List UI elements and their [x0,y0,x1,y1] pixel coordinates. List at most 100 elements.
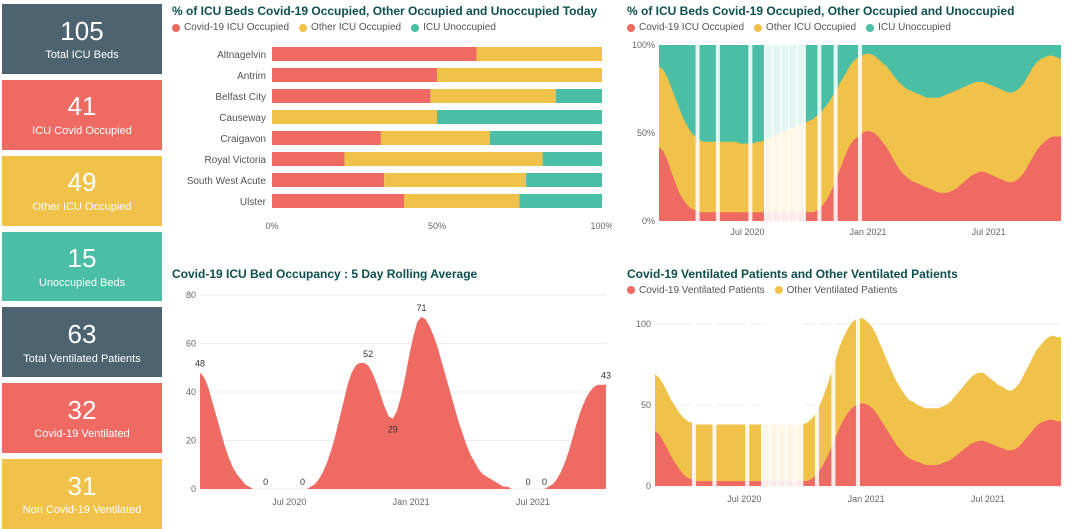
dashboard-root: 105 Total ICU Beds41 ICU Covid Occupied4… [0,0,1080,529]
kpi-label: Total Ventilated Patients [23,353,140,365]
chart-rolling-avg: Covid-19 ICU Bed Occupancy : 5 Day Rolli… [172,267,619,526]
svg-text:80: 80 [186,290,196,300]
legend-swatch [411,24,419,32]
svg-text:Jul 2020: Jul 2020 [727,494,761,504]
kpi-card: 31 Non Covid-19 Ventilated [2,459,162,529]
svg-text:71: 71 [416,302,426,312]
legend-item: Other ICU Occupied [299,22,401,33]
kpi-value: 15 [68,244,97,273]
legend-label: Covid-19 Ventilated Patients [639,285,765,296]
chart-icu-timeseries: % of ICU Beds Covid-19 Occupied, Other O… [627,4,1074,263]
kpi-value: 63 [68,320,97,349]
legend-label: ICU Unoccupied [878,22,951,33]
svg-text:52: 52 [363,348,373,358]
svg-text:0%: 0% [265,221,278,231]
chart-legend: Covid-19 ICU Occupied Other ICU Occupied I… [627,22,1074,33]
svg-text:0: 0 [646,481,651,491]
legend-label: Covid-19 ICU Occupied [639,22,744,33]
svg-text:0%: 0% [642,216,655,226]
kpi-value: 32 [68,396,97,425]
svg-text:Jul 2020: Jul 2020 [272,497,306,507]
svg-text:100%: 100% [590,221,612,231]
svg-text:43: 43 [601,370,611,380]
kpi-card: 49 Other ICU Occupied [2,156,162,226]
svg-text:Jul 2021: Jul 2021 [971,494,1005,504]
chart-legend: Covid-19 Ventilated Patients Other Ventil… [627,285,1074,296]
svg-text:Jul 2021: Jul 2021 [516,497,550,507]
svg-text:Jan 2021: Jan 2021 [848,494,885,504]
chart-icu-today: % of ICU Beds Covid-19 Occupied, Other O… [172,4,619,263]
legend-item: Covid-19 ICU Occupied [172,22,289,33]
svg-text:50%: 50% [637,128,655,138]
svg-text:South West Acute: South West Acute [187,176,267,187]
chart-title: % of ICU Beds Covid-19 Occupied, Other O… [627,4,1074,18]
svg-text:50%: 50% [428,221,446,231]
svg-text:Causeway: Causeway [219,113,266,124]
legend-label: Covid-19 ICU Occupied [184,22,289,33]
legend-label: Other ICU Occupied [766,22,856,33]
stacked-area-chart[interactable]: 0 50 100 Jul 2020 Jan 2021 Jul 2021 [627,302,1067,506]
legend-item: Covid-19 Ventilated Patients [627,285,765,296]
svg-text:40: 40 [186,387,196,397]
svg-text:0: 0 [191,484,196,494]
kpi-value: 105 [60,17,103,46]
svg-text:100%: 100% [632,40,655,50]
kpi-label: Other ICU Occupied [32,201,131,213]
kpi-value: 49 [68,168,97,197]
svg-text:Altnagelvin: Altnagelvin [217,50,266,61]
svg-text:0: 0 [542,477,547,487]
svg-text:Jul 2020: Jul 2020 [730,227,764,237]
svg-text:60: 60 [186,338,196,348]
kpi-card: 32 Covid-19 Ventilated [2,383,162,453]
stacked-bar-chart[interactable]: Altnagelvin Antrim Belfast City Causeway Cra… [172,39,612,239]
svg-text:Ulster: Ulster [240,197,267,208]
chart-title: Covid-19 ICU Bed Occupancy : 5 Day Rolli… [172,267,619,281]
kpi-value: 41 [68,92,97,121]
legend-label: Other ICU Occupied [311,22,401,33]
legend-swatch [299,24,307,32]
legend-item: Other Ventilated Patients [775,285,898,296]
svg-text:Craigavon: Craigavon [220,134,266,145]
chart-ventilated: Covid-19 Ventilated Patients and Other V… [627,267,1074,526]
legend-swatch [172,24,180,32]
legend-item: ICU Unoccupied [411,22,496,33]
svg-text:29: 29 [388,424,398,434]
svg-text:0: 0 [263,477,268,487]
kpi-label: Unoccupied Beds [39,277,125,289]
legend-item: Other ICU Occupied [754,22,856,33]
kpi-label: Covid-19 Ventilated [34,428,129,440]
svg-text:Royal Victoria: Royal Victoria [204,155,266,166]
svg-text:0: 0 [300,477,305,487]
svg-text:0: 0 [526,477,531,487]
svg-text:Jul 2021: Jul 2021 [972,227,1006,237]
kpi-sidebar: 105 Total ICU Beds41 ICU Covid Occupied4… [0,0,164,529]
svg-text:Belfast City: Belfast City [215,92,266,103]
chart-title: % of ICU Beds Covid-19 Occupied, Other O… [172,4,619,18]
legend-item: Covid-19 ICU Occupied [627,22,744,33]
kpi-label: ICU Covid Occupied [32,125,132,137]
stacked-area-chart[interactable]: 0% 50% 100% Jul 2020 Jan 2021 Jul 2021 [627,39,1067,239]
svg-text:Antrim: Antrim [237,71,266,82]
kpi-card: 105 Total ICU Beds [2,4,162,74]
kpi-value: 31 [68,472,97,501]
chart-legend: Covid-19 ICU Occupied Other ICU Occupied I… [172,22,619,33]
legend-label: Other Ventilated Patients [787,285,898,296]
legend-label: ICU Unoccupied [423,22,496,33]
svg-text:100: 100 [636,319,651,329]
kpi-label: Non Covid-19 Ventilated [23,504,142,516]
area-chart[interactable]: 020406080Jul 2020Jan 2021Jul 20214800522… [172,285,612,509]
kpi-label: Total ICU Beds [45,49,118,61]
kpi-card: 41 ICU Covid Occupied [2,80,162,150]
chart-title: Covid-19 Ventilated Patients and Other V… [627,267,1074,281]
svg-text:Jan 2021: Jan 2021 [393,497,430,507]
charts-grid: % of ICU Beds Covid-19 Occupied, Other O… [164,0,1080,529]
svg-text:Jan 2021: Jan 2021 [850,227,887,237]
legend-item: ICU Unoccupied [866,22,951,33]
legend-swatch [627,286,635,294]
kpi-card: 15 Unoccupied Beds [2,232,162,302]
kpi-card: 63 Total Ventilated Patients [2,307,162,377]
legend-swatch [775,286,783,294]
svg-text:50: 50 [641,400,651,410]
legend-swatch [866,24,874,32]
svg-text:48: 48 [195,358,205,368]
